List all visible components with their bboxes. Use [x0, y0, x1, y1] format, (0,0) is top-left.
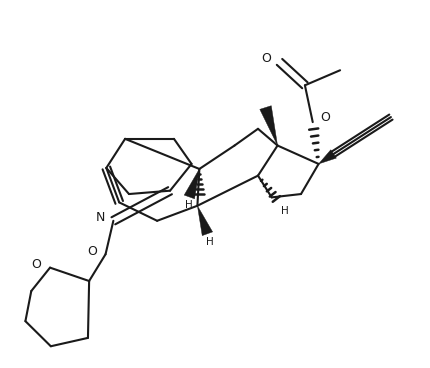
Polygon shape	[184, 169, 200, 199]
Polygon shape	[260, 106, 277, 145]
Text: H: H	[281, 206, 289, 216]
Text: O: O	[321, 111, 331, 124]
Text: O: O	[261, 52, 271, 66]
Polygon shape	[319, 150, 336, 164]
Polygon shape	[197, 206, 212, 236]
Text: H: H	[206, 237, 213, 247]
Text: O: O	[88, 245, 98, 258]
Text: N: N	[96, 211, 105, 224]
Text: H: H	[185, 200, 193, 210]
Text: O: O	[31, 258, 41, 271]
